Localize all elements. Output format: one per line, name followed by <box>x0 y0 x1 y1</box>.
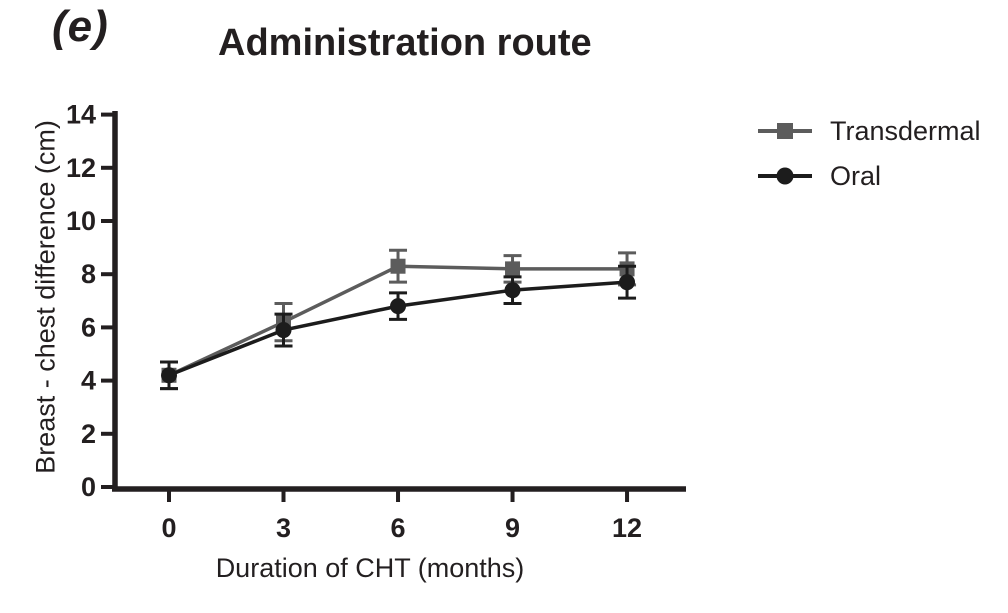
legend-label-transdermal: Transdermal <box>830 115 981 146</box>
x-tick-label: 6 <box>391 513 406 543</box>
y-tick-label: 6 <box>81 312 96 342</box>
y-tick-label: 8 <box>81 259 96 289</box>
x-tick-label: 9 <box>505 513 520 543</box>
y-tick-label: 2 <box>81 419 96 449</box>
data-point-square <box>390 258 406 274</box>
y-tick-label: 0 <box>81 472 96 502</box>
legend-item-transdermal: Transdermal <box>758 116 981 146</box>
x-tick-label: 12 <box>612 513 642 543</box>
x-tick-label: 3 <box>276 513 291 543</box>
data-point-square <box>505 261 521 277</box>
circle-marker-icon <box>758 167 812 185</box>
legend-item-oral: Oral <box>758 161 981 191</box>
data-point-circle <box>275 322 292 339</box>
y-tick-label: 10 <box>66 206 96 236</box>
y-axis-label: Breast - chest difference (cm) <box>30 120 61 474</box>
x-tick-label: 0 <box>161 513 176 543</box>
data-point-circle <box>619 274 636 291</box>
y-tick-label: 14 <box>66 100 96 130</box>
panel-label: (e) <box>52 2 109 51</box>
chart-title: Administration route <box>218 22 592 64</box>
data-point-circle <box>504 282 521 299</box>
legend-label-oral: Oral <box>830 160 882 191</box>
legend-square <box>777 123 793 139</box>
y-tick-label: 4 <box>81 366 96 396</box>
x-axis-label: Duration of CHT (months) <box>215 553 525 583</box>
legend-circle <box>776 167 794 185</box>
data-point-circle <box>161 367 177 384</box>
legend: Transdermal Oral <box>758 116 981 191</box>
y-tick-label: 12 <box>66 153 96 183</box>
square-marker-icon <box>758 122 812 140</box>
data-point-circle <box>390 298 407 315</box>
